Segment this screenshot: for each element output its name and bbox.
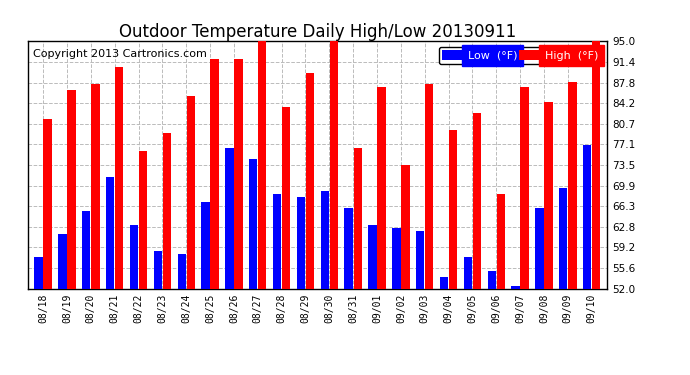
Bar xyxy=(139,151,147,289)
Bar xyxy=(353,148,362,289)
Bar xyxy=(344,208,353,289)
Bar xyxy=(592,41,600,289)
Bar xyxy=(497,194,505,289)
Bar xyxy=(225,148,233,289)
Bar xyxy=(91,84,99,289)
Bar xyxy=(559,188,567,289)
Bar xyxy=(402,165,410,289)
Bar xyxy=(186,96,195,289)
Bar xyxy=(520,87,529,289)
Bar xyxy=(201,202,210,289)
Bar xyxy=(249,159,257,289)
Bar xyxy=(321,191,329,289)
Bar xyxy=(297,196,305,289)
Bar xyxy=(282,108,290,289)
Bar xyxy=(34,257,43,289)
Bar xyxy=(115,67,124,289)
Bar xyxy=(377,87,386,289)
Bar xyxy=(258,41,266,289)
Bar xyxy=(464,257,472,289)
Bar xyxy=(235,58,243,289)
Bar xyxy=(488,272,496,289)
Bar xyxy=(568,81,577,289)
Bar xyxy=(583,145,591,289)
Bar xyxy=(68,90,76,289)
Text: Copyright 2013 Cartronics.com: Copyright 2013 Cartronics.com xyxy=(33,49,207,58)
Title: Outdoor Temperature Daily High/Low 20130911: Outdoor Temperature Daily High/Low 20130… xyxy=(119,23,516,41)
Bar xyxy=(177,254,186,289)
Bar xyxy=(130,225,138,289)
Bar xyxy=(473,113,481,289)
Bar xyxy=(440,277,449,289)
Legend: Low  (°F), High  (°F): Low (°F), High (°F) xyxy=(439,47,602,64)
Bar xyxy=(511,286,520,289)
Bar xyxy=(449,130,457,289)
Bar xyxy=(535,208,544,289)
Bar xyxy=(210,58,219,289)
Bar xyxy=(306,73,314,289)
Bar xyxy=(154,251,162,289)
Bar xyxy=(43,119,52,289)
Bar xyxy=(392,228,400,289)
Bar xyxy=(330,41,338,289)
Bar xyxy=(58,234,67,289)
Bar xyxy=(368,225,377,289)
Bar xyxy=(163,134,171,289)
Bar xyxy=(273,194,282,289)
Bar xyxy=(416,231,424,289)
Bar xyxy=(425,84,433,289)
Bar xyxy=(82,211,90,289)
Bar xyxy=(544,102,553,289)
Bar xyxy=(106,177,115,289)
